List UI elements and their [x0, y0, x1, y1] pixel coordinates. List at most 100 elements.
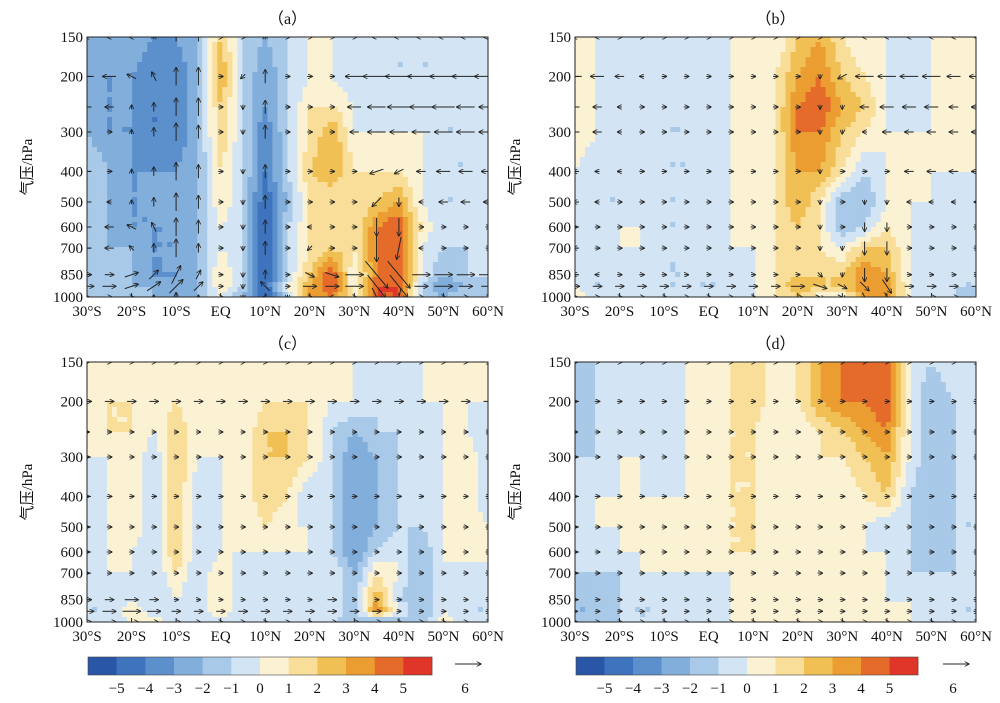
x-tick-label: 40°N — [871, 304, 903, 320]
panel-d: 30°S 20°S 10°S EQ 10°N 20°N 30°N 40°N 50°N 60°N 15… — [507, 335, 992, 645]
field-shading — [87, 37, 488, 297]
colorbar-swatch — [288, 657, 318, 675]
x-tick-label: 30°S — [72, 304, 101, 320]
wind-vector — [881, 279, 891, 294]
y-tick-label: 400 — [61, 164, 84, 180]
colorbar-tick-label: −4 — [625, 681, 641, 697]
reference-vector-label: 6 — [949, 681, 957, 697]
y-tick-label: 700 — [549, 241, 572, 257]
wind-vector — [152, 223, 157, 232]
x-tick-label: 30°N — [826, 304, 858, 320]
colorbar-swatch — [747, 657, 776, 675]
y-tick-label: 600 — [549, 220, 572, 236]
wind-vector — [305, 272, 314, 278]
wind-vector — [818, 273, 823, 278]
wind-vector — [813, 283, 827, 289]
x-tick-label: 20°S — [605, 304, 634, 320]
x-tick-label: 30°S — [560, 629, 589, 645]
colorbar-swatch — [576, 657, 605, 675]
colorbar-tick-label: 2 — [800, 681, 808, 697]
wind-vector — [193, 282, 203, 292]
colorbar-tick-label: 0 — [256, 681, 264, 697]
y-tick-label: 150 — [549, 30, 572, 46]
wind-vector — [195, 270, 201, 280]
colorbar-tick-label: 1 — [285, 681, 293, 697]
colorbar-tick-label: 0 — [743, 681, 751, 697]
panel-frame — [86, 36, 489, 298]
wind-vector — [148, 270, 158, 280]
vector-field — [87, 362, 488, 622]
x-tick-label: 30°S — [72, 629, 101, 645]
x-tick-label: 10°S — [161, 629, 190, 645]
colorbar-tick-label: −2 — [682, 681, 698, 697]
vector-field — [575, 362, 976, 622]
colorbar-tick-label: 2 — [314, 681, 322, 697]
y-tick-label: 1000 — [541, 615, 571, 631]
colorbar-frame — [575, 656, 919, 676]
wind-vector — [398, 287, 402, 297]
wind-vector — [859, 281, 869, 291]
y-tick-label: 200 — [549, 394, 572, 410]
x-tick-label: 50°N — [428, 304, 460, 320]
colorbar-tick-label: 5 — [400, 681, 408, 697]
colorbar-tick-label: −3 — [654, 681, 670, 697]
y-tick-label: 150 — [61, 355, 84, 371]
panel-label: （a） — [268, 10, 307, 28]
panel-c: 30°S 20°S 10°S EQ 10°N 20°N 30°N 40°N 50°N 60°N 15… — [19, 335, 504, 645]
colorbar-swatch — [202, 657, 232, 675]
x-tick-label: 10°N — [737, 304, 769, 320]
x-tick-label: 60°N — [472, 304, 504, 320]
y-tick-label: 300 — [549, 450, 572, 466]
wind-vector — [370, 168, 384, 174]
colorbar-swatch — [116, 657, 146, 675]
wind-vector — [387, 260, 411, 288]
x-tick-label: 50°N — [916, 629, 948, 645]
colorbar-swatch — [804, 657, 833, 675]
wind-vector — [127, 74, 137, 80]
wind-vector — [124, 273, 139, 278]
x-tick-label: 20°N — [294, 304, 326, 320]
y-axis-label: 气压/hPa — [19, 463, 36, 520]
wind-vector — [129, 246, 134, 251]
x-tick-label: 40°N — [383, 629, 415, 645]
colorbar-swatch — [260, 657, 289, 675]
wind-vector — [394, 168, 404, 174]
wind-vector — [325, 272, 339, 278]
x-tick-label: 30°N — [826, 629, 858, 645]
colorbar-swatch — [346, 657, 375, 675]
x-tick-label: 50°N — [428, 629, 460, 645]
panel-label: （c） — [268, 335, 307, 353]
x-tick-label: 10°N — [249, 304, 281, 320]
x-tick-label: 20°S — [117, 304, 146, 320]
wind-vector — [169, 280, 183, 294]
y-tick-label: 500 — [549, 520, 572, 536]
wind-vector — [372, 197, 382, 207]
x-tick-label: 40°N — [871, 629, 903, 645]
panel-frame — [86, 361, 489, 623]
colorbar-tick-label: −5 — [597, 681, 613, 697]
panel-label: （b） — [755, 10, 795, 28]
y-tick-label: 200 — [61, 394, 84, 410]
x-tick-label: 10°N — [249, 629, 281, 645]
y-axis-label: 气压/hPa — [507, 463, 524, 520]
panel-label: （d） — [755, 335, 795, 353]
y-tick-label: 850 — [549, 268, 572, 284]
y-tick-label: 400 — [549, 164, 572, 180]
x-tick-label: 60°N — [960, 629, 992, 645]
colorbar-swatch — [403, 657, 433, 675]
x-tick-label: 10°S — [161, 304, 190, 320]
colorbar-tick-label: −3 — [166, 681, 182, 697]
colorbar-frame — [87, 656, 433, 676]
colorbar-tick-label: −2 — [195, 681, 211, 697]
wind-vector — [884, 292, 890, 297]
y-tick-label: 300 — [61, 125, 84, 141]
x-tick-label: 40°N — [383, 304, 415, 320]
x-tick-label: EQ — [699, 629, 719, 645]
y-tick-label: 600 — [61, 545, 84, 561]
x-tick-label: 60°N — [472, 629, 504, 645]
y-tick-label: 700 — [61, 566, 84, 582]
field-shading — [87, 362, 488, 622]
colorbar-tick-label: −1 — [223, 681, 239, 697]
colorbar-tick-label: 3 — [829, 681, 837, 697]
